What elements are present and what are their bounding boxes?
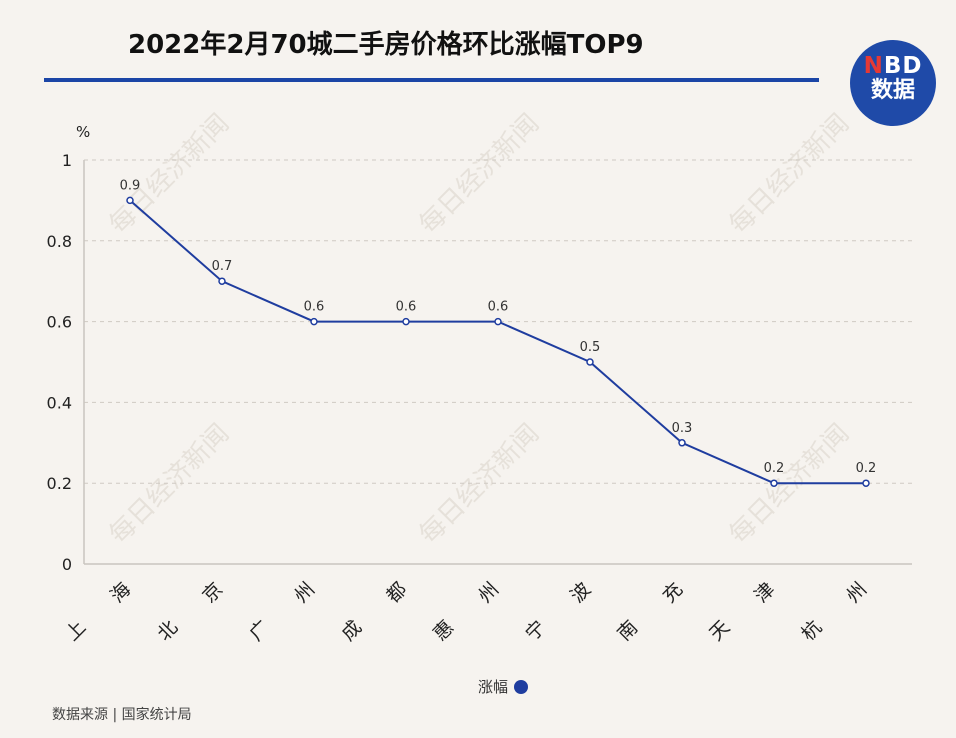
x-tick-char: 惠 [429,616,458,645]
x-tick-char: 津 [750,578,779,607]
y-tick-labels: 0 0.2 0.4 0.6 0.8 1 [47,151,72,574]
y-tick-label: 0 [62,555,72,574]
x-tick-char: 成 [337,616,366,645]
watermark-text: 每日经济新闻 [414,108,546,240]
x-tick-label: 宁波 [521,578,595,645]
data-label: 0.3 [672,421,693,436]
y-tick-label: 0.4 [47,393,72,412]
x-tick-label: 天津 [705,578,779,645]
y-tick-label: 0.8 [47,232,72,251]
x-tick-char: 京 [198,578,227,607]
y-tick-label: 1 [62,151,72,170]
data-point [218,277,226,285]
data-label: 0.2 [856,461,877,476]
y-axis-unit-label: % [76,123,90,141]
y-tick-label: 0.6 [47,313,72,332]
x-tick-char: 充 [658,578,687,607]
legend-marker-icon [514,679,529,694]
x-tick-label: 广州 [245,578,319,645]
data-labels: 0.9 0.7 0.6 0.6 0.6 0.5 0.3 0.2 0.2 [120,178,877,476]
x-tick-label: 杭州 [797,578,871,645]
data-point [862,479,870,487]
axes: % [76,123,912,565]
x-tick-label: 惠州 [429,578,503,645]
y-tick-label: 0.2 [47,474,72,493]
data-point [494,317,502,326]
x-tick-char: 北 [153,616,182,645]
series-polyline [129,199,866,485]
watermark-text: 每日经济新闻 [724,108,856,240]
x-tick-char: 海 [106,578,135,607]
data-label: 0.9 [120,178,141,193]
legend-label: 涨幅 [478,678,509,696]
logo-line2: 数据 [870,78,915,103]
x-tick-char: 州 [842,578,871,607]
data-label: 0.6 [396,300,417,315]
x-tick-char: 广 [245,616,274,645]
data-point [402,317,410,326]
data-label: 0.6 [304,300,325,315]
x-tick-char: 宁 [521,616,550,645]
watermark-text: 每日经济新闻 [414,418,546,550]
data-label: 0.2 [764,461,785,476]
title-underline [44,78,819,82]
legend: 涨幅 [478,676,529,697]
data-label: 0.6 [488,300,509,315]
x-tick-label: 北京 [153,578,227,645]
x-tick-char: 上 [61,616,90,645]
series-line [129,199,866,485]
data-point [678,439,686,447]
data-points [126,196,870,487]
watermark-text: 每日经济新闻 [104,418,236,550]
logo-red-letter: N [863,53,884,79]
logo-letters: BD [883,53,923,79]
data-label: 0.7 [212,259,233,274]
x-tick-char: 波 [566,578,595,607]
x-tick-char: 杭 [797,616,826,645]
chart-title: 2022年2月70城二手房价格环比涨幅TOP9 [128,30,644,60]
x-tick-char: 天 [705,616,734,645]
data-point [586,358,594,366]
data-label: 0.5 [580,340,601,355]
x-tick-label: 南充 [613,578,687,645]
data-point [770,479,778,487]
x-tick-char: 州 [474,578,503,607]
x-tick-char: 州 [290,578,319,607]
x-tick-label: 成都 [337,578,411,645]
x-tick-char: 都 [382,578,411,607]
watermark-text: 每日经济新闻 [104,108,236,240]
logo-line1: NBD [850,54,936,78]
source-note: 数据来源 | 国家统计局 [52,707,192,723]
x-tick-label: 上海 [61,578,135,645]
x-tick-char: 南 [613,616,642,645]
data-point [126,196,134,205]
nbd-logo: NBD 数据 [850,40,936,126]
data-point [310,317,318,326]
